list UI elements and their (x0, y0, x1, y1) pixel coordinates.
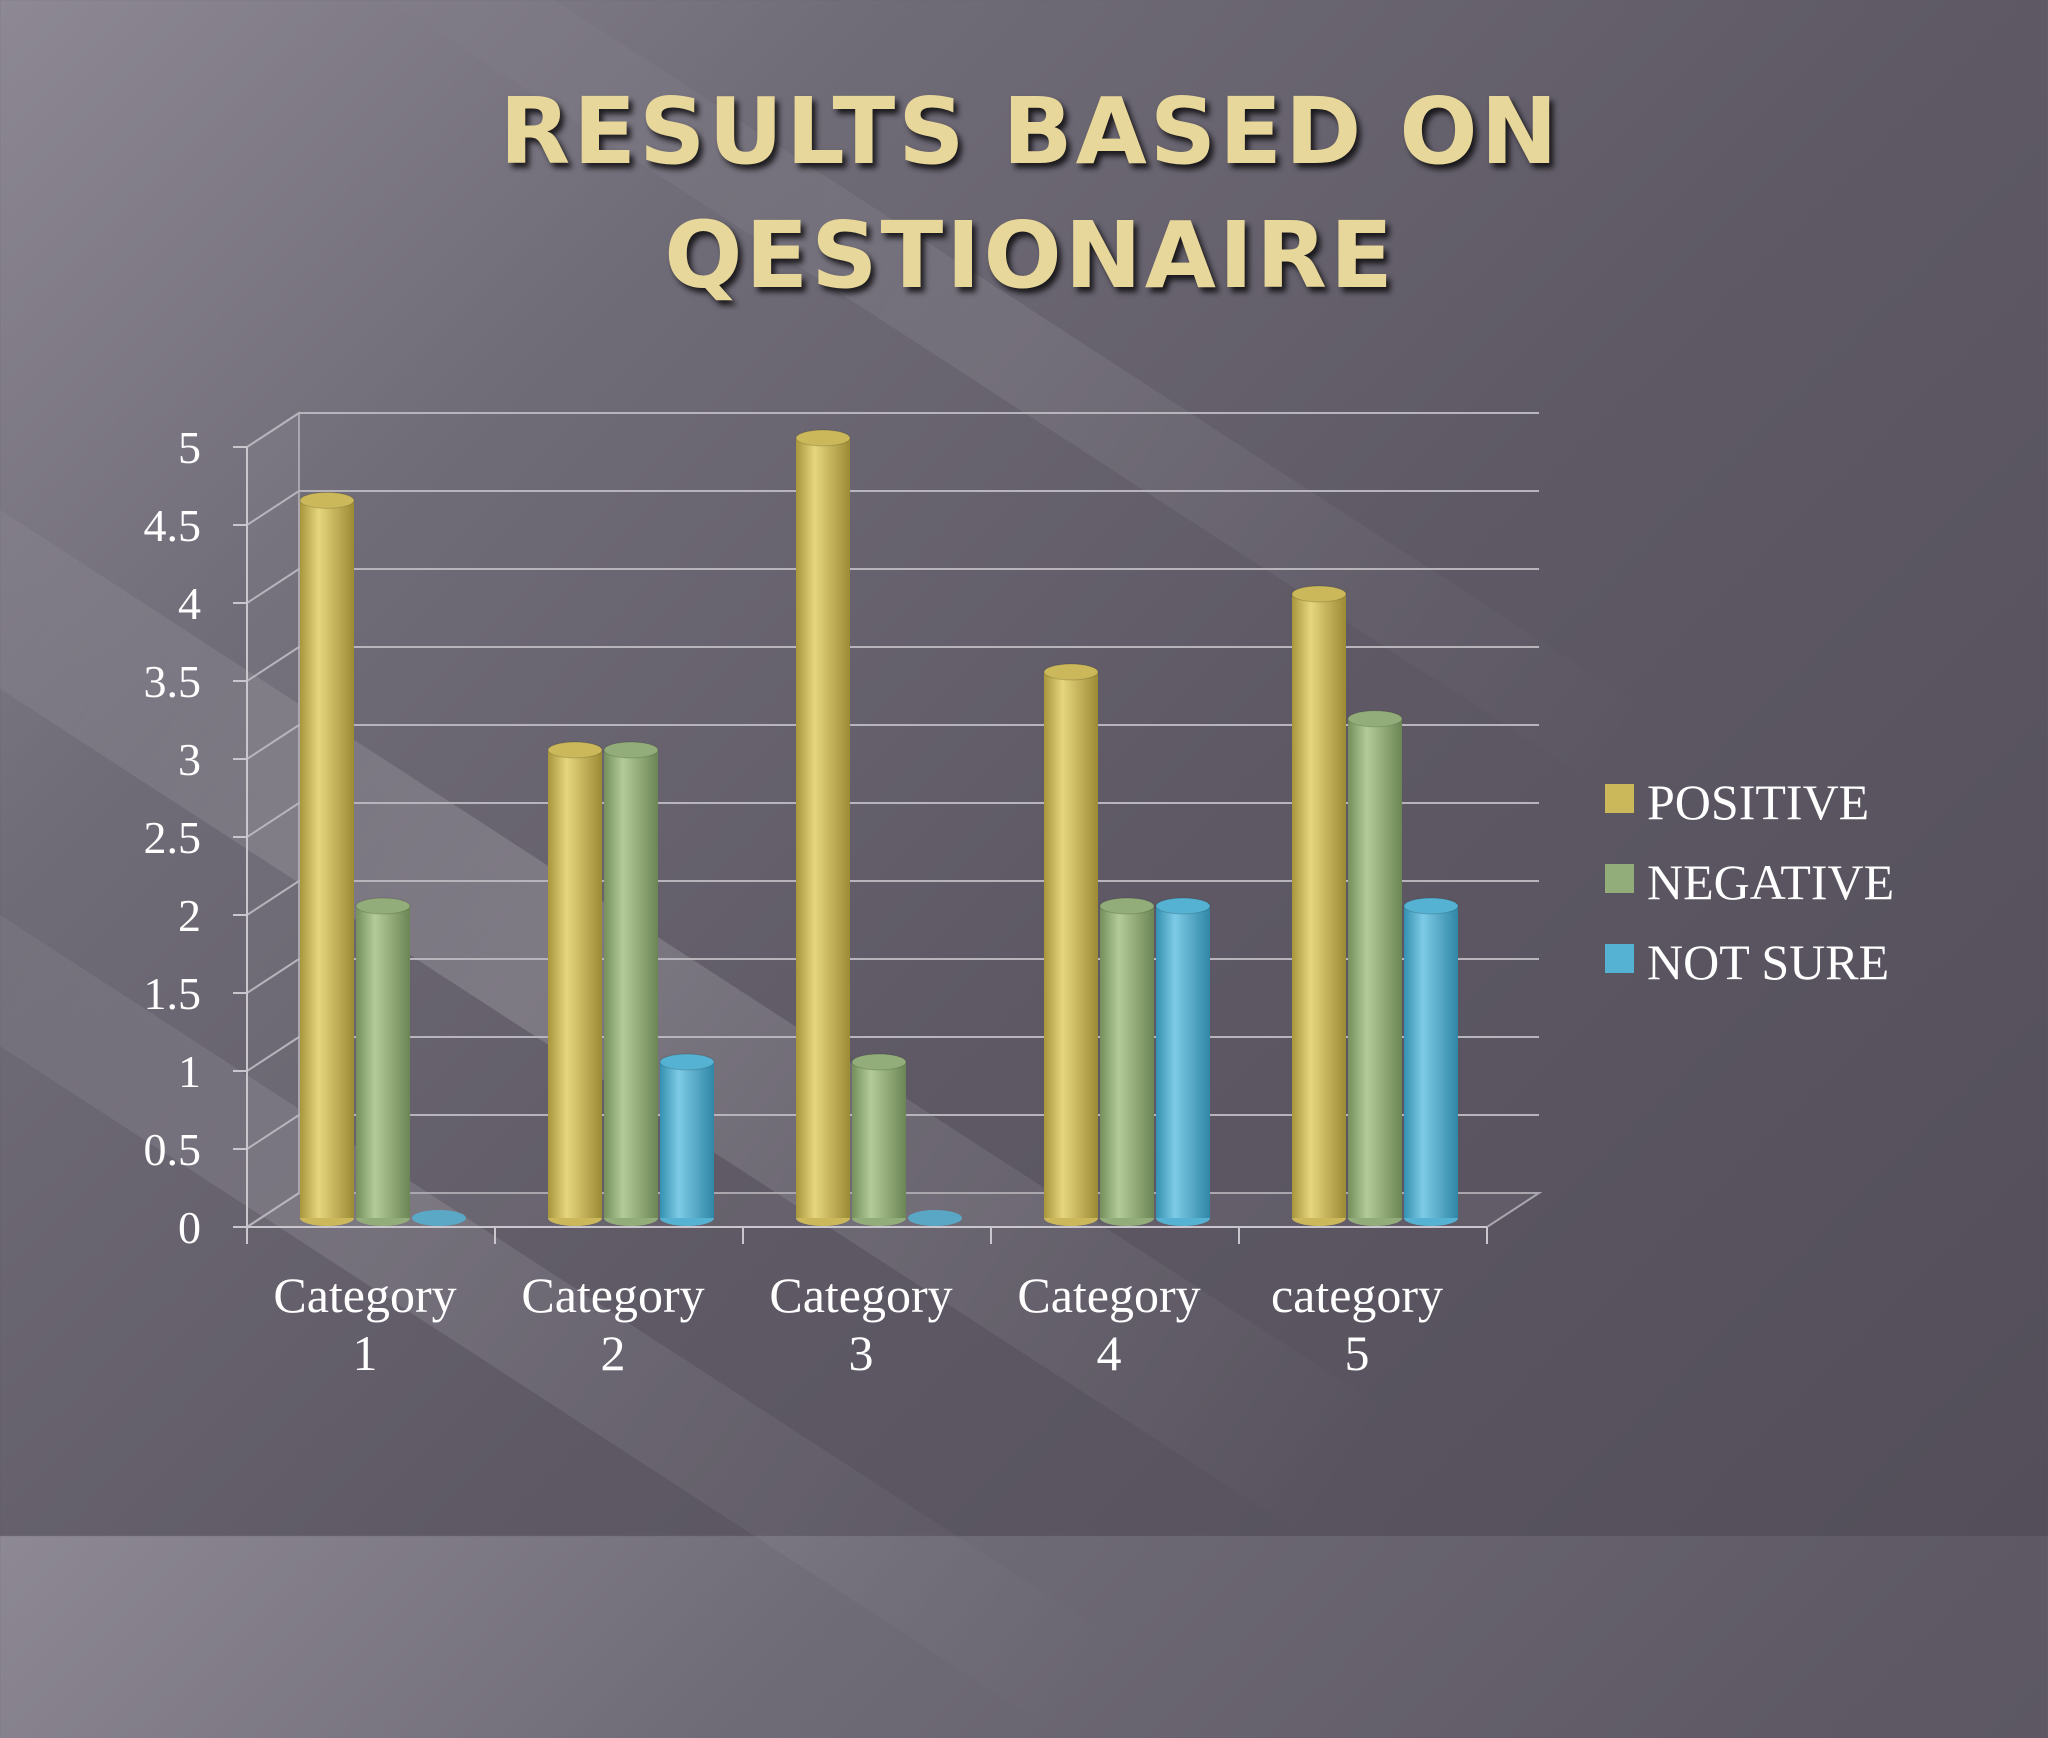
bar (299, 491, 355, 1226)
y-tick-label: 2 (178, 890, 201, 941)
bar-top (1099, 897, 1155, 915)
bar-top (1043, 663, 1099, 681)
gridline-diagonal (246, 412, 300, 448)
gridline-diagonal (246, 1192, 300, 1228)
bar (1155, 897, 1211, 1226)
bar-top (659, 1053, 715, 1071)
bar-body (660, 1062, 714, 1218)
x-tick-label: Category 2 (521, 1267, 704, 1381)
legend-swatch (1605, 944, 1634, 973)
bar (908, 1210, 962, 1226)
bar-top (355, 897, 411, 915)
y-tick-label: 4.5 (144, 500, 202, 551)
slide-title-line-1: RESULTS BASED ON (499, 78, 1561, 185)
gridline-diagonal (246, 1036, 300, 1072)
bar-top (1291, 585, 1347, 603)
bar-body (548, 750, 602, 1218)
y-tick-label: 3.5 (144, 656, 202, 707)
x-tick-label-line: 1 (353, 1325, 378, 1381)
bar-body (604, 750, 658, 1218)
bar-top (1403, 897, 1459, 915)
bar-base (412, 1210, 466, 1226)
gridline-diagonal (246, 490, 300, 526)
bar (1403, 897, 1459, 1226)
gridline-diagonal (246, 1114, 300, 1150)
bar-top (1347, 710, 1403, 728)
bar-body (1044, 672, 1098, 1218)
gridline-diagonal (246, 958, 300, 994)
x-tick-label: Category 4 (1017, 1267, 1200, 1381)
gridline-diagonal (246, 880, 300, 916)
legend-label: POSITIVE (1647, 774, 1869, 830)
bar-top (1155, 897, 1211, 915)
legend-item: NEGATIVE (1605, 854, 1894, 910)
x-tick-label: Category 3 (769, 1267, 952, 1381)
gridline-diagonal (246, 646, 300, 682)
y-tick-label: 2.5 (144, 812, 202, 863)
gridline-diagonal (246, 802, 300, 838)
bar-body (356, 906, 410, 1218)
y-tick-label: 0.5 (144, 1124, 202, 1175)
legend-swatch (1605, 864, 1634, 893)
legend-item: NOT SURE (1605, 934, 1889, 990)
y-tick-label: 4 (178, 578, 201, 629)
bar (1043, 663, 1099, 1226)
bar (412, 1210, 466, 1226)
slide-title: RESULTS BASED ON QESTIONAIRE (330, 70, 1730, 318)
x-tick-label-line: 2 (601, 1325, 626, 1381)
bar-body (1292, 594, 1346, 1218)
y-tick-label: 1 (178, 1046, 201, 1097)
bar-top (547, 741, 603, 759)
legend-label: NEGATIVE (1647, 854, 1894, 910)
bar (659, 1053, 715, 1226)
bar-top (603, 741, 659, 759)
x-tick-label-line: Category (1017, 1267, 1200, 1323)
x-tick-label-line: Category (769, 1267, 952, 1323)
legend-swatch (1605, 784, 1634, 813)
bar-body (852, 1062, 906, 1218)
bar-top (299, 491, 355, 509)
x-tick-label-line: 4 (1097, 1325, 1122, 1381)
bar (1099, 897, 1155, 1226)
bar-body (1100, 906, 1154, 1218)
x-tick-label-line: 3 (849, 1325, 874, 1381)
bar (851, 1053, 907, 1226)
x-tick-label-line: Category (273, 1267, 456, 1323)
x-tick-label-line: 5 (1345, 1325, 1370, 1381)
bar (355, 897, 411, 1226)
bar-body (796, 438, 850, 1218)
bars (299, 429, 1459, 1226)
bar-body (1156, 906, 1210, 1218)
bar-body (1348, 718, 1402, 1218)
slide-title-line-2: QESTIONAIRE (664, 202, 1396, 309)
y-tick-label: 3 (178, 734, 201, 785)
bar-top (851, 1053, 907, 1071)
y-tick-label: 5 (178, 422, 201, 473)
y-tick-label: 1.5 (144, 968, 202, 1019)
legend: POSITIVE NEGATIVE NOT SURE (1605, 774, 1894, 990)
x-tick-label: category 5 (1271, 1267, 1443, 1381)
x-tick-label-line: category (1271, 1267, 1443, 1323)
bar-base (908, 1210, 962, 1226)
bar (603, 741, 659, 1226)
bar-body (300, 500, 354, 1218)
bar-top (795, 429, 851, 447)
gridline-diagonal (246, 724, 300, 760)
y-tick-label: 0 (178, 1202, 201, 1253)
bar (1291, 585, 1347, 1226)
bar (795, 429, 851, 1226)
x-tick-label-line: Category (521, 1267, 704, 1323)
legend-label: NOT SURE (1647, 934, 1889, 990)
x-tick-label: Category 1 (273, 1267, 456, 1381)
bar (547, 741, 603, 1226)
bar (1347, 710, 1403, 1226)
gridline-diagonal (246, 568, 300, 604)
legend-item: POSITIVE (1605, 774, 1869, 830)
bar-body (1404, 906, 1458, 1218)
